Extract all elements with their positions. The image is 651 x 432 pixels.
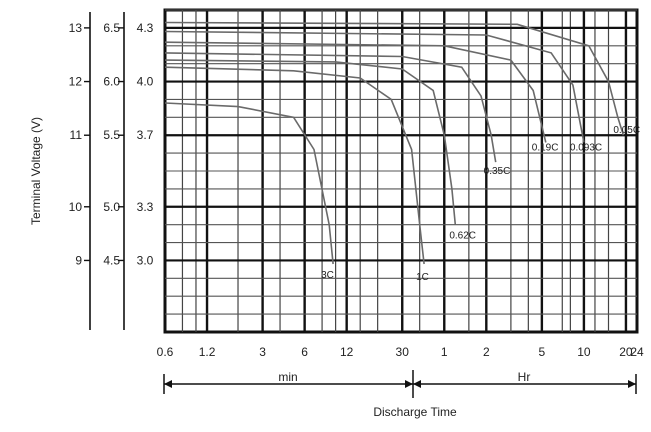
y-tick-label: 12 bbox=[69, 75, 83, 89]
y-tick-label: 4.5 bbox=[103, 253, 120, 267]
y-tick-label: 4.3 bbox=[137, 21, 154, 35]
x-tick-label: 12 bbox=[340, 345, 354, 359]
curve-label: 0.05C bbox=[613, 125, 640, 136]
x-tick-label: 1.2 bbox=[199, 345, 216, 359]
x-tick-label: 2 bbox=[483, 345, 490, 359]
x-tick-label: 6 bbox=[301, 345, 308, 359]
y-tick-label: 3.0 bbox=[137, 253, 154, 267]
series-line-0_62C bbox=[164, 59, 457, 225]
x-tick-label: 10 bbox=[577, 345, 591, 359]
hr-range-label: Hr bbox=[518, 370, 531, 384]
curve-label: 3C bbox=[321, 270, 334, 281]
series-line-0_05C bbox=[164, 21, 625, 136]
y-tick-label: 4.0 bbox=[137, 75, 154, 89]
y-tick-label: 3.3 bbox=[137, 200, 154, 214]
x-tick-label: 3 bbox=[259, 345, 266, 359]
curve-label: 1C bbox=[416, 272, 429, 283]
y-tick-label: 9 bbox=[75, 253, 82, 267]
time-range-bar: min Hr bbox=[163, 370, 637, 398]
curve-label: 0.19C bbox=[532, 142, 559, 153]
series-line-0_35C bbox=[164, 52, 497, 163]
curve-label: 0.093C bbox=[570, 142, 602, 153]
y-tick-label: 3.7 bbox=[137, 128, 154, 142]
curve-labels: 3C 1C 0.62C 0.35C 0.19C 0.093C 0.05C bbox=[321, 125, 640, 283]
x-tick-label: 1 bbox=[441, 345, 448, 359]
x-tick-label: 5 bbox=[539, 345, 546, 359]
y-axis-title: Terminal Voltage (V) bbox=[29, 117, 43, 225]
series-line-0_093C bbox=[164, 30, 585, 143]
axes: 0.6 1.2 3 6 12 30 1 2 5 10 20241312111096.56.05.55… bbox=[69, 12, 644, 359]
y-tick-label: 10 bbox=[69, 200, 83, 214]
x-tick-label: 30 bbox=[396, 345, 410, 359]
x-tick-label: 24 bbox=[630, 345, 644, 359]
curve-label: 0.62C bbox=[449, 231, 476, 242]
y-tick-label: 5.5 bbox=[103, 128, 120, 142]
series-line-0_19C bbox=[164, 41, 547, 143]
series-line-3C bbox=[164, 102, 334, 265]
series-line-1C bbox=[164, 66, 425, 265]
y-tick-label: 13 bbox=[69, 21, 83, 35]
y-tick-label: 5.0 bbox=[103, 200, 120, 214]
y-tick-label: 6.5 bbox=[103, 21, 120, 35]
x-tick-label: 0.6 bbox=[157, 345, 174, 359]
y-tick-label: 6.0 bbox=[103, 75, 120, 89]
x-axis-title: Discharge Time bbox=[373, 405, 457, 419]
y-tick-label: 11 bbox=[70, 128, 83, 142]
curve-label: 0.35C bbox=[484, 166, 511, 177]
min-range-label: min bbox=[278, 370, 297, 384]
x-tick-label: 20 bbox=[619, 345, 633, 359]
discharge-curves bbox=[164, 21, 625, 265]
